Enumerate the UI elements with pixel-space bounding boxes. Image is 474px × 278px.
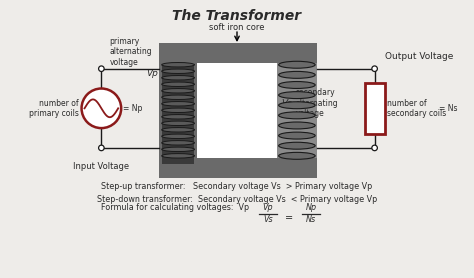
Ellipse shape — [162, 141, 194, 145]
Circle shape — [372, 145, 377, 151]
Text: = Np: = Np — [123, 104, 143, 113]
Ellipse shape — [162, 89, 194, 93]
Bar — [365, 83, 384, 134]
Ellipse shape — [279, 112, 315, 119]
Bar — [197, 63, 277, 158]
Bar — [159, 43, 317, 178]
Text: Vs: Vs — [263, 215, 273, 224]
Ellipse shape — [162, 154, 194, 158]
Ellipse shape — [162, 63, 194, 67]
Ellipse shape — [162, 121, 194, 126]
Text: Ns: Ns — [306, 215, 316, 224]
Text: =: = — [285, 213, 293, 223]
Ellipse shape — [162, 69, 194, 73]
Circle shape — [99, 145, 104, 151]
Ellipse shape — [162, 76, 194, 80]
Text: soft iron core: soft iron core — [209, 23, 265, 32]
Text: number of
secondary coils: number of secondary coils — [387, 99, 447, 118]
Ellipse shape — [279, 132, 315, 139]
Ellipse shape — [279, 102, 315, 109]
Ellipse shape — [162, 101, 194, 106]
Circle shape — [99, 66, 104, 71]
Text: secondary
alternating
voltage: secondary alternating voltage — [295, 88, 338, 118]
Ellipse shape — [279, 61, 315, 68]
Ellipse shape — [279, 92, 315, 99]
Bar — [159, 158, 317, 178]
Ellipse shape — [162, 115, 194, 119]
Text: Vp: Vp — [146, 69, 158, 78]
Bar — [277, 63, 317, 158]
Ellipse shape — [279, 142, 315, 149]
Ellipse shape — [162, 108, 194, 113]
Text: = Ns: = Ns — [439, 104, 457, 113]
Text: Np: Np — [306, 203, 317, 212]
Bar — [159, 43, 317, 63]
Text: Output Voltage: Output Voltage — [384, 52, 453, 61]
Ellipse shape — [162, 147, 194, 152]
Ellipse shape — [279, 122, 315, 129]
Text: Step-up transformer:   Secondary voltage Vs  > Primary voltage Vp: Step-up transformer: Secondary voltage V… — [101, 182, 373, 191]
Bar — [162, 65, 194, 164]
Ellipse shape — [279, 71, 315, 78]
Ellipse shape — [162, 82, 194, 86]
Circle shape — [82, 88, 121, 128]
Ellipse shape — [279, 152, 315, 159]
Ellipse shape — [279, 81, 315, 88]
Bar — [159, 63, 197, 158]
Text: Formula for calculating voltages:  Vp: Formula for calculating voltages: Vp — [101, 203, 249, 212]
Ellipse shape — [162, 134, 194, 138]
Text: number of
primary coils: number of primary coils — [29, 99, 79, 118]
Circle shape — [372, 66, 377, 71]
Text: Vs: Vs — [282, 99, 292, 108]
Text: Step-down transformer:  Secondary voltage Vs  < Primary voltage Vp: Step-down transformer: Secondary voltage… — [97, 195, 377, 204]
Text: The Transformer: The Transformer — [173, 9, 301, 23]
Text: Vp: Vp — [263, 203, 273, 212]
Ellipse shape — [162, 95, 194, 100]
Text: Input Voltage: Input Voltage — [73, 162, 129, 171]
Ellipse shape — [162, 128, 194, 132]
Text: primary
alternating
voltage: primary alternating voltage — [109, 37, 152, 67]
